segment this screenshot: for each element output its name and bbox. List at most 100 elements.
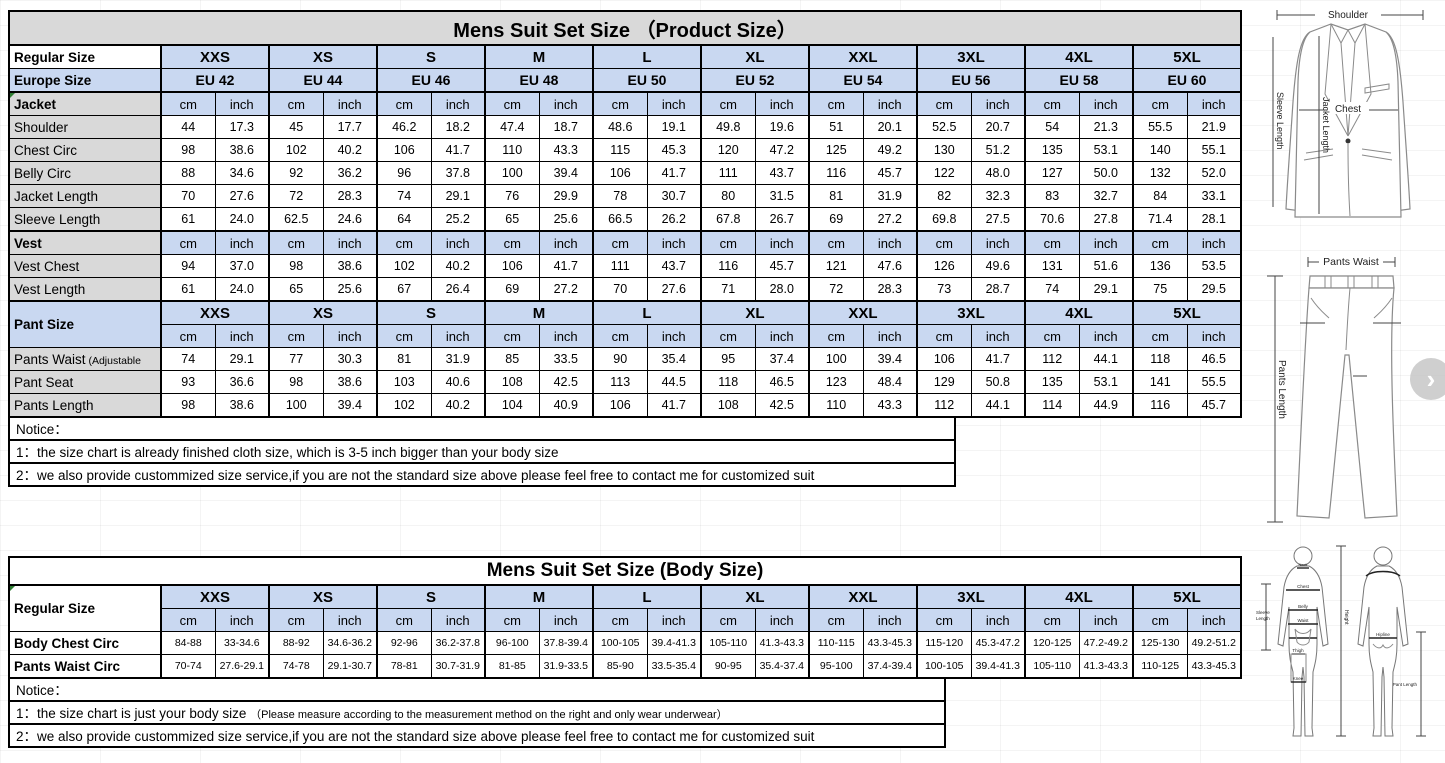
measurement-inch-cell: 38.6 <box>322 370 378 394</box>
product-table-title: Mens Suit Set Size （Product Size） <box>8 10 1242 46</box>
measurement-inch-cell: 51.6 <box>1078 254 1134 278</box>
measurement-cm-cell: 120-125 <box>1024 631 1080 655</box>
measurement-cm-cell: 85 <box>484 347 540 371</box>
size-header: 4XL <box>1024 584 1134 609</box>
measurement-cm-cell: 112 <box>916 393 972 418</box>
measurement-cm-cell: 108 <box>484 370 540 394</box>
unit-cm-header: cm <box>160 91 216 116</box>
measurement-inch-cell: 24.0 <box>214 277 270 302</box>
measurement-cm-cell: 111 <box>700 161 756 185</box>
measurement-cm-cell: 51 <box>808 115 864 139</box>
measurement-inch-cell: 43.7 <box>754 161 810 185</box>
jacket-sleeve-length-label: Sleeve Length <box>1275 92 1285 150</box>
measurement-inch-cell: 44.5 <box>646 370 702 394</box>
measurement-inch-cell: 38.6 <box>322 254 378 278</box>
unit-cm-header: cm <box>484 324 540 348</box>
size-header: XL <box>700 44 810 69</box>
size-header: XXL <box>808 584 918 609</box>
body-size-section: Mens Suit Set Size (Body Size) Regular Si… <box>8 556 1242 748</box>
measurement-inch-cell: 43.3 <box>538 138 594 162</box>
measurement-inch-cell: 53.1 <box>1078 370 1134 394</box>
measurement-inch-cell: 37.8 <box>430 161 486 185</box>
unit-inch-header: inch <box>1186 91 1242 116</box>
measurement-cm-cell: 100 <box>268 393 324 418</box>
measurement-cm-cell: 78-81 <box>376 654 432 679</box>
measurement-inch-cell: 18.2 <box>430 115 486 139</box>
product-notice-line-1: 1：the size chart is already finished clo… <box>8 439 956 464</box>
unit-inch-header: inch <box>430 324 486 348</box>
measurement-cm-cell: 106 <box>916 347 972 371</box>
measurement-cm-cell: 67.8 <box>700 207 756 232</box>
size-header: XL <box>700 584 810 609</box>
unit-cm-header: cm <box>700 91 756 116</box>
measurement-cm-cell: 120 <box>700 138 756 162</box>
body-belly-label: Belly <box>1298 604 1309 609</box>
measurement-cm-cell: 114 <box>1024 393 1080 418</box>
measurement-cm-cell: 64 <box>376 207 432 232</box>
measurement-cm-cell: 102 <box>376 254 432 278</box>
measurement-inch-cell: 52.0 <box>1186 161 1242 185</box>
measurement-cm-cell: 125-130 <box>1132 631 1188 655</box>
measurement-inch-cell: 36.6 <box>214 370 270 394</box>
unit-inch-header: inch <box>862 324 918 348</box>
measurement-cm-cell: 52.5 <box>916 115 972 139</box>
jacket-shoulder-label: Shoulder <box>1328 10 1369 21</box>
measurement-cm-cell: 113 <box>592 370 648 394</box>
measurement-inch-cell: 39.4 <box>862 347 918 371</box>
unit-inch-header: inch <box>970 91 1026 116</box>
row-label: Vest Length <box>8 277 162 302</box>
measurement-cm-cell: 102 <box>376 393 432 418</box>
unit-inch-header: inch <box>538 608 594 632</box>
measurement-cm-cell: 74-78 <box>268 654 324 679</box>
measurement-cm-cell: 72 <box>808 277 864 302</box>
unit-inch-header: inch <box>970 324 1026 348</box>
size-header: L <box>592 300 702 325</box>
measurement-cm-cell: 84-88 <box>160 631 216 655</box>
body-sleeve-label-1: Sleeve <box>1256 610 1270 615</box>
measurement-inch-cell: 41.3-43.3 <box>754 631 810 655</box>
measurement-inch-cell: 32.7 <box>1078 184 1134 208</box>
unit-inch-header: inch <box>1186 608 1242 632</box>
measurement-inch-cell: 43.3-45.3 <box>862 631 918 655</box>
measurement-inch-cell: 33.5-35.4 <box>646 654 702 679</box>
body-waist-label: Waist <box>1297 618 1309 623</box>
pants-drawing <box>1296 275 1401 519</box>
unit-cm-header: cm <box>916 324 972 348</box>
measurement-inch-cell: 43.3 <box>862 393 918 418</box>
product-notice-header: Notice： <box>8 416 956 441</box>
pants-length-label: Pants Length <box>1276 360 1287 419</box>
measurement-cm-cell: 122 <box>916 161 972 185</box>
eu-size-header: EU 48 <box>484 68 594 93</box>
measurement-cm-cell: 115 <box>592 138 648 162</box>
measurement-cm-cell: 126 <box>916 254 972 278</box>
unit-cm-header: cm <box>1132 230 1188 255</box>
jacket-length-label: Jacket Length <box>1321 97 1331 153</box>
unit-inch-header: inch <box>430 230 486 255</box>
measurement-cm-cell: 88-92 <box>268 631 324 655</box>
measurement-cm-cell: 88 <box>160 161 216 185</box>
row-label: Jacket Length <box>8 184 162 208</box>
unit-inch-header: inch <box>430 91 486 116</box>
measurement-cm-cell: 71 <box>700 277 756 302</box>
measurement-cm-cell: 69.8 <box>916 207 972 232</box>
unit-inch-header: inch <box>862 608 918 632</box>
measurement-inch-cell: 20.7 <box>970 115 1026 139</box>
size-header: 4XL <box>1024 44 1134 69</box>
measurement-inch-cell: 43.7 <box>646 254 702 278</box>
measurement-inch-cell: 27.2 <box>538 277 594 302</box>
row-label: Pants Waist Circ <box>8 654 162 679</box>
row-label-suffix: (Adjustable <box>85 354 141 367</box>
measurement-cm-cell: 90-95 <box>700 654 756 679</box>
measurement-inch-cell: 29.1 <box>1078 277 1134 302</box>
unit-inch-header: inch <box>322 91 378 116</box>
measurement-cm-cell: 74 <box>1024 277 1080 302</box>
measurement-cm-cell: 106 <box>484 254 540 278</box>
unit-inch-header: inch <box>1078 324 1134 348</box>
carousel-next-button[interactable]: › <box>1410 358 1445 400</box>
unit-cm-header: cm <box>268 324 324 348</box>
measurement-cm-cell: 93 <box>160 370 216 394</box>
row-label: Pants Length <box>8 393 162 418</box>
unit-inch-header: inch <box>970 230 1026 255</box>
measurement-cm-cell: 127 <box>1024 161 1080 185</box>
measurement-cm-cell: 47.4 <box>484 115 540 139</box>
